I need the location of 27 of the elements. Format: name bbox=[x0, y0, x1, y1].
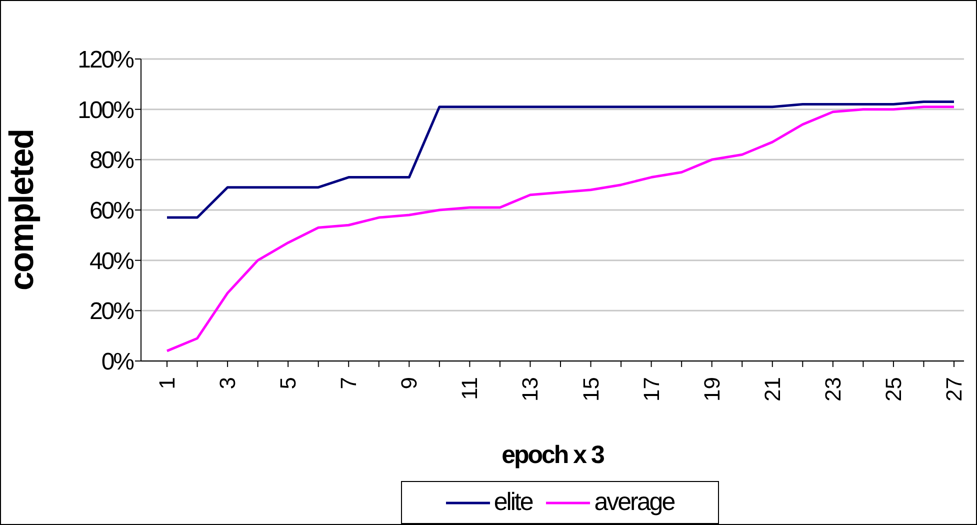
y-tick-label: 0% bbox=[101, 348, 134, 376]
x-tick-label: 27 bbox=[942, 377, 966, 402]
x-tick-label: 5 bbox=[276, 377, 301, 390]
x-tick-label: 7 bbox=[336, 377, 362, 390]
x-tick-label: 21 bbox=[760, 377, 785, 402]
y-tick-label: 80% bbox=[89, 147, 134, 174]
legend-label: average bbox=[594, 488, 674, 517]
x-tick-label: 11 bbox=[457, 377, 482, 400]
y-axis-title: completed bbox=[3, 129, 42, 291]
x-tick-label: 23 bbox=[820, 377, 846, 402]
x-axis-title: epoch x 3 bbox=[502, 441, 604, 469]
x-tick-label: 15 bbox=[578, 377, 604, 402]
x-tick-label: 19 bbox=[699, 377, 724, 402]
legend-label: elite bbox=[494, 488, 532, 517]
line-series bbox=[166, 100, 956, 219]
x-tick-label: 9 bbox=[396, 377, 422, 390]
y-tick-label: 120% bbox=[78, 46, 134, 74]
x-tick-label: 25 bbox=[880, 377, 906, 402]
x-tick-label: 3 bbox=[215, 377, 240, 390]
x-tick-label: 17 bbox=[638, 377, 664, 402]
line-series bbox=[166, 106, 956, 352]
y-tick-label: 40% bbox=[89, 248, 134, 275]
y-tick-label: 20% bbox=[89, 298, 134, 326]
y-tick-label: 60% bbox=[89, 198, 134, 225]
x-tick-label: 13 bbox=[518, 377, 543, 402]
x-tick-label: 1 bbox=[154, 377, 180, 390]
y-tick-label: 100% bbox=[78, 96, 134, 124]
